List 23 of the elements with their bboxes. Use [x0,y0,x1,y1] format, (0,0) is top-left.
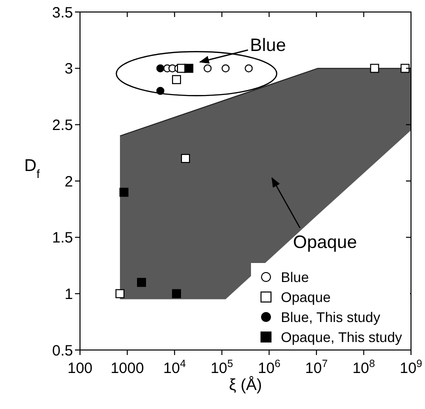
x-tick-label: 1000 [110,360,144,377]
y-tick-label: 1 [64,286,73,303]
y-tick-label: 1.5 [52,230,73,247]
x-tick-label: 10$^{6}$ [258,358,281,377]
x-tick-label: 10$^{5}$ [210,358,234,377]
y-tick-label: 0.5 [52,342,73,360]
x-axis-title: ξ (Å) [229,376,262,394]
x-tick-label: 10$^{4}$ [163,358,186,377]
y-axis-title: D$_{f}$ [24,156,40,181]
annotation: Opaque [292,232,358,252]
x-tick-label: 10$^{8}$ [352,358,376,377]
legend-label: Opaque [280,288,331,307]
y-tick-label: 2 [64,173,73,190]
legend-label: Blue, This study [280,308,380,327]
x-tick-label: 10$^{9}$ [400,358,422,377]
x-tick-label: 100 [67,360,93,377]
annotation: Blue [250,35,286,55]
legend-label: Opaque, This study [280,328,402,347]
legend-label: Blue [280,268,309,287]
y-tick-label: 2.5 [52,116,73,134]
x-tick-label: 10$^{7}$ [305,358,328,377]
y-tick-label: 3.5 [52,4,73,22]
y-tick-label: 3 [64,60,73,78]
